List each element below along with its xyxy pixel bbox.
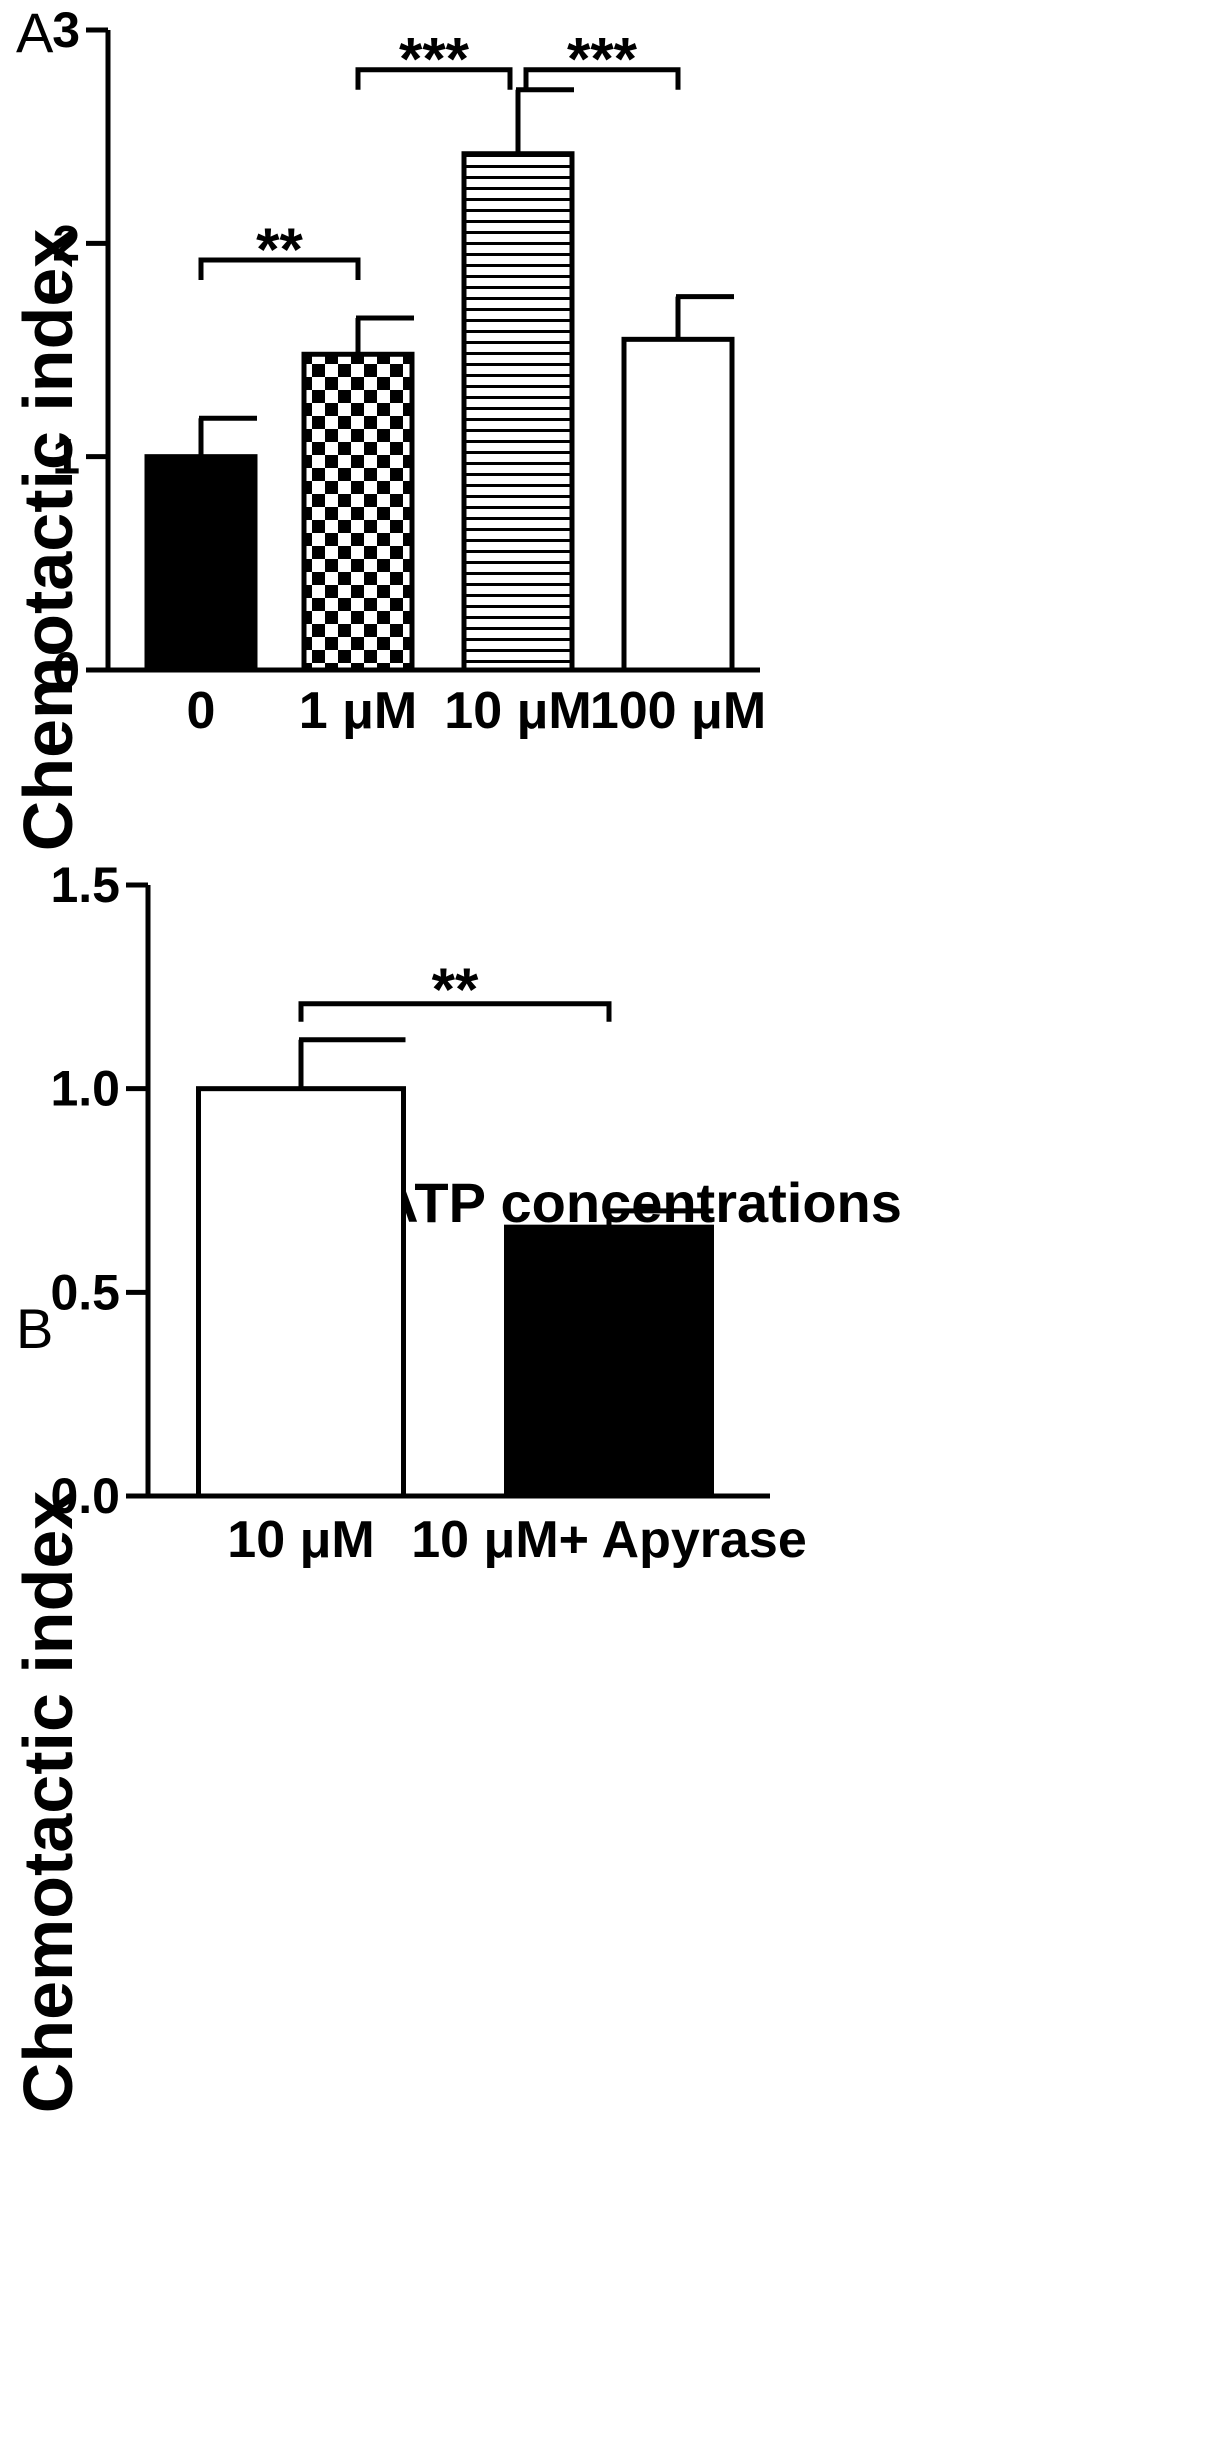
bar-3: [461, 151, 575, 673]
x-ticks: 10 μM 10 μM+ Apyrase: [227, 1511, 806, 1569]
x-tick-label: 10 μM+ Apyrase: [411, 1511, 807, 1569]
significance-label: ***: [567, 26, 638, 93]
y-tick-label: 2: [52, 215, 80, 271]
significance-brackets: ***** ***: [198, 26, 681, 283]
chart-panel-b: B Chemotactic index 0.0 0.5 1.0 1.5 ** 10 μ…: [9, 857, 807, 2113]
chart-panel-a: A Chemotactic index ATP concentrations 0…: [9, 1, 902, 1234]
bar-1: [196, 1086, 406, 1499]
significance-brackets: **: [298, 956, 612, 1023]
bar-4: [621, 336, 735, 673]
significance-label: **: [256, 216, 303, 283]
y-axis-title: Chemotactic index: [9, 1491, 87, 2113]
significance-label: **: [432, 956, 479, 1023]
significance-bracket: [355, 67, 513, 90]
y-tick-label: 0: [52, 642, 80, 698]
panel-letter-a: A: [16, 1, 54, 64]
bar-2: [301, 351, 415, 673]
y-tick-label: 1: [52, 429, 80, 485]
bar-1: [144, 454, 258, 673]
x-tick-label: 100 μM: [590, 682, 766, 740]
y-ticks: 0 1 2 3: [52, 2, 108, 698]
significance-bracket: [198, 257, 361, 280]
y-tick-label: 1.5: [50, 857, 120, 913]
panel-letter-b: B: [16, 1297, 53, 1360]
x-tick-label: 1 μM: [299, 682, 418, 740]
y-ticks: 0.0 0.5 1.0 1.5: [50, 857, 148, 1524]
x-tick-label: 0: [187, 682, 216, 740]
error-bars: [298, 1037, 714, 1228]
bar-2: [504, 1224, 714, 1499]
significance-bracket: [523, 67, 681, 90]
y-tick-label: 1.0: [50, 1061, 120, 1117]
significance-bracket: [298, 1001, 612, 1022]
bars: [144, 151, 735, 673]
x-tick-label: 10 μM: [227, 1511, 374, 1569]
y-axis-title: Chemotactic index: [9, 229, 87, 851]
significance-label: ***: [399, 26, 470, 93]
y-tick-label: 0.5: [50, 1264, 120, 1320]
y-tick-label: 3: [52, 2, 80, 58]
bars: [196, 1086, 714, 1499]
x-tick-label: 10 μM: [444, 682, 591, 740]
y-tick-label: 0.0: [50, 1468, 120, 1524]
x-axis-title: ATP concentrations: [378, 1171, 902, 1234]
